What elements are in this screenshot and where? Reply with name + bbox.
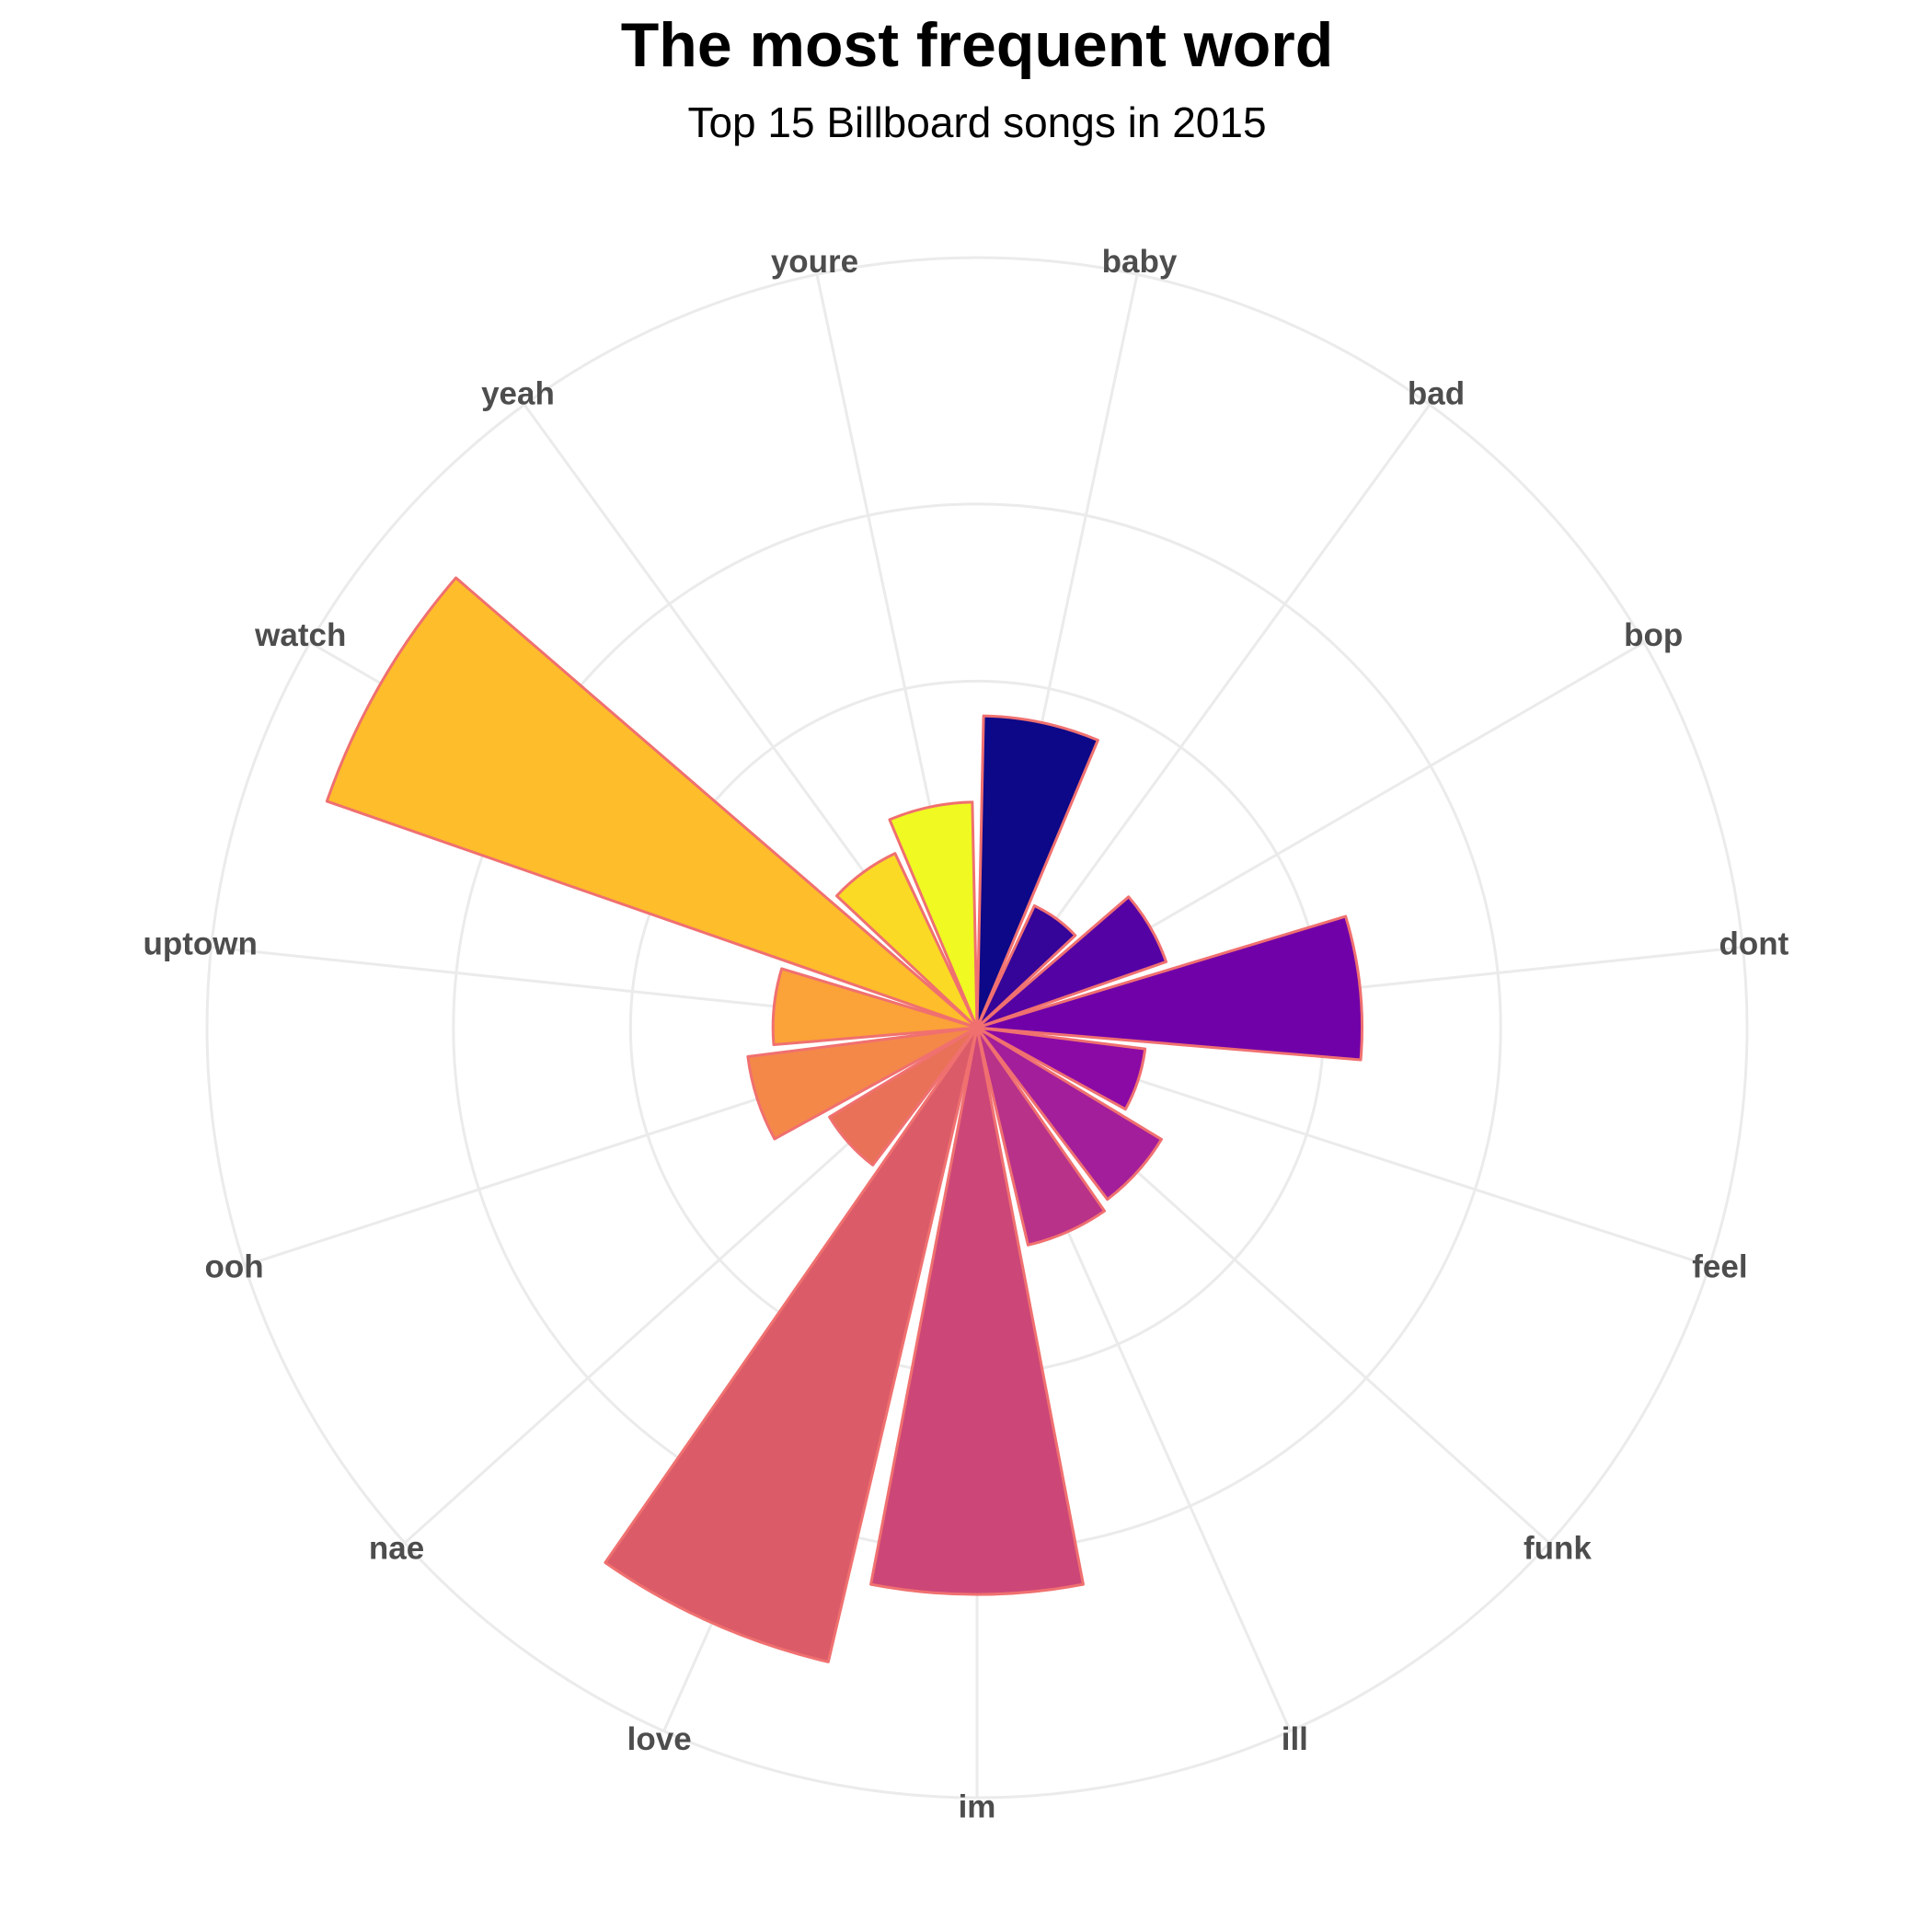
bar [975,895,1168,1029]
category-label: ill [1282,1721,1308,1757]
category-label: youre [771,244,858,280]
bar [834,852,979,1029]
bar [604,1026,979,1663]
bar [325,576,979,1029]
bar [975,903,1077,1029]
bar [869,1026,1085,1596]
category-label: im [959,1788,996,1824]
category-label: funk [1524,1530,1592,1566]
bar [746,1026,979,1141]
category-label: uptown [143,926,257,962]
category-label: dont [1719,926,1788,962]
category-label: nae [369,1530,424,1566]
category-labels: baby bad bop dont feel funk ill im love nae ooh upt… [143,244,1788,1824]
bar [828,1026,979,1167]
category-label: watch [254,617,346,653]
category-label: bad [1408,375,1465,411]
category-label: bop [1624,617,1683,653]
bar [975,714,1099,1029]
category-label: yeah [481,375,555,411]
bar [975,1026,1107,1247]
bars [325,576,1363,1663]
category-label: ooh [204,1249,263,1285]
chart-subtitle: Top 15 Billboard songs in 2015 [687,98,1266,146]
bar [888,800,979,1029]
bar [975,914,1363,1062]
chart-title: The most frequent word [621,10,1333,80]
bar [975,1026,1163,1202]
category-label: love [627,1721,692,1757]
category-label: feel [1692,1249,1747,1285]
bar [771,967,979,1047]
category-label: baby [1102,244,1178,280]
bar [975,1026,1147,1111]
